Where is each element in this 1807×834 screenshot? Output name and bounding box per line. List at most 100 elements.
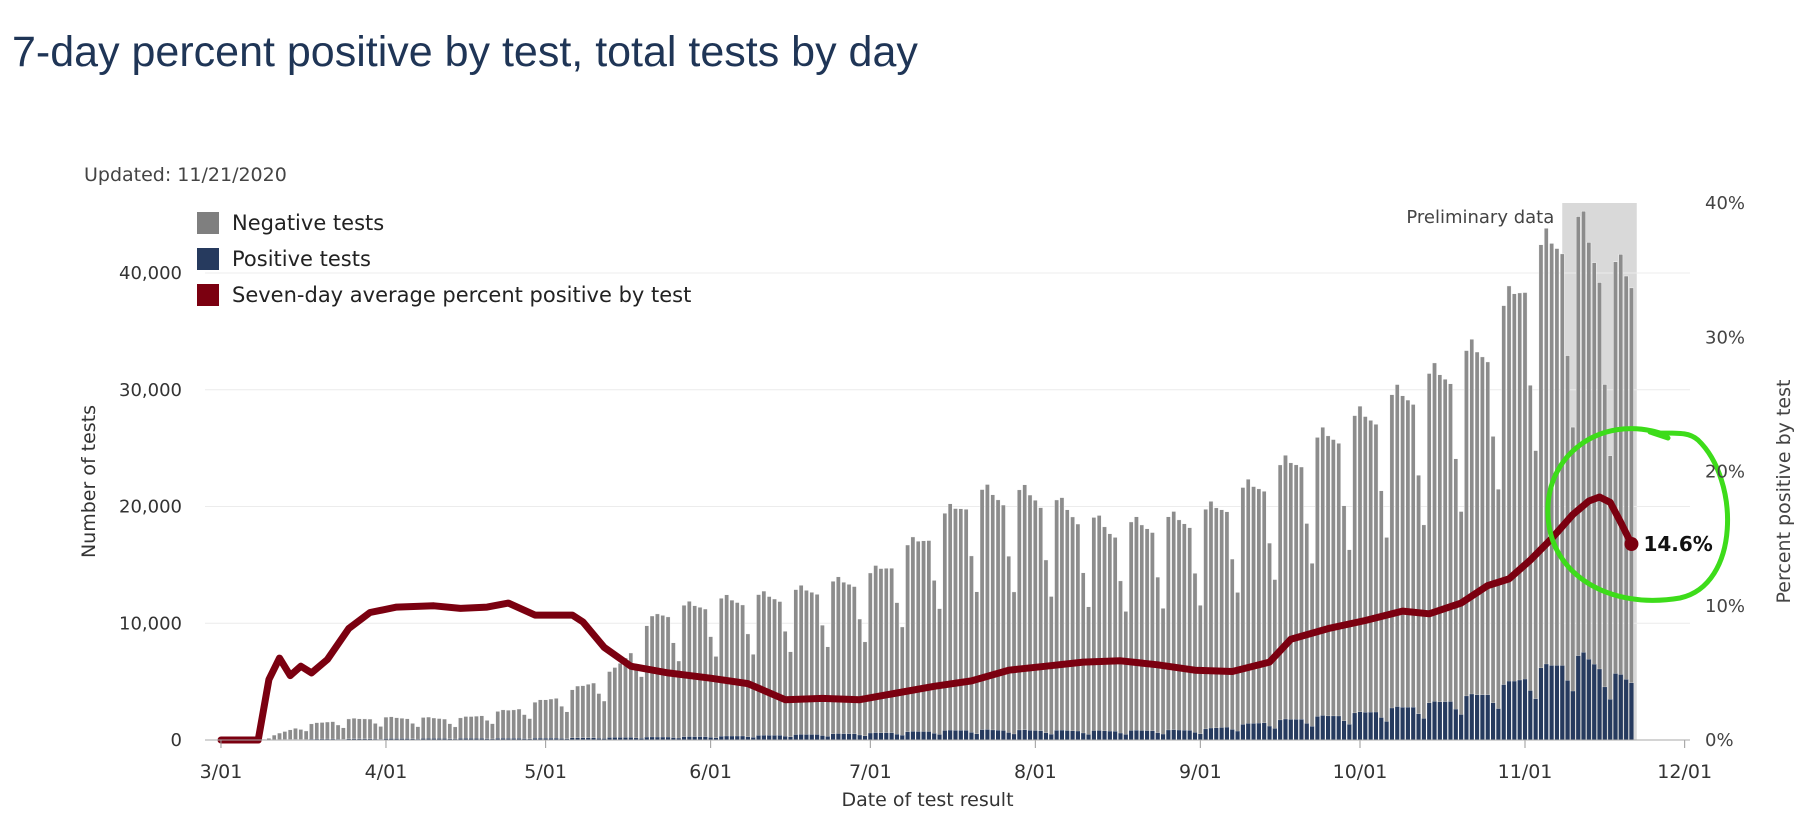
positive-bar: [607, 737, 612, 740]
negative-bar: [692, 605, 697, 738]
positive-bar: [543, 738, 548, 740]
positive-bar: [1288, 719, 1293, 740]
negative-bar: [1240, 487, 1246, 725]
negative-bar: [985, 484, 990, 730]
positive-bar: [1373, 712, 1379, 740]
positive-bar: [596, 738, 601, 740]
negative-bar: [559, 705, 564, 739]
negative-bar: [1235, 592, 1240, 732]
positive-bar: [1411, 707, 1416, 740]
negative-bar: [1341, 505, 1347, 722]
positive-bar: [841, 733, 846, 740]
positive-bar: [980, 729, 985, 740]
negative-bar: [761, 590, 767, 736]
positive-bar: [1267, 726, 1272, 740]
positive-bar: [1027, 730, 1033, 740]
positive-bar: [990, 730, 995, 740]
positive-bar: [1421, 718, 1426, 740]
positive-bar: [1283, 719, 1288, 740]
negative-bar: [580, 685, 586, 739]
legend-label-line: Seven-day average percent positive by te…: [232, 283, 692, 307]
positive-bar: [1033, 730, 1038, 740]
negative-bar: [969, 555, 974, 733]
positive-bar: [421, 738, 426, 740]
negative-bar: [1623, 275, 1629, 680]
positive-bar: [1416, 713, 1421, 740]
preliminary-label: Preliminary data: [1406, 207, 1554, 228]
negative-bar: [1150, 532, 1155, 732]
negative-bar: [1570, 426, 1576, 692]
negative-bar: [649, 615, 655, 738]
negative-bar: [601, 700, 607, 739]
negative-bar: [910, 536, 916, 732]
positive-bar: [1554, 665, 1560, 740]
positive-bar: [1395, 706, 1400, 740]
positive-bar: [751, 737, 756, 740]
negative-bar: [1288, 462, 1294, 720]
negative-bar: [926, 540, 932, 732]
positive-bar: [511, 738, 516, 740]
positive-bar: [431, 738, 436, 740]
positive-bar: [1448, 701, 1453, 740]
negative-bar: [772, 598, 777, 736]
positive-bar: [1549, 665, 1554, 740]
positive-bar: [1256, 723, 1261, 740]
positive-bar: [1160, 734, 1166, 740]
y2-tick-label: 30%: [1705, 327, 1745, 348]
negative-bar: [293, 728, 298, 740]
positive-bar: [932, 733, 937, 740]
negative-bar: [1554, 248, 1560, 666]
positive-bar: [969, 732, 974, 740]
y2-tick-label: 10%: [1705, 596, 1745, 617]
negative-bar: [841, 581, 846, 735]
legend-item-positive[interactable]: Positive tests: [197, 241, 691, 277]
negative-bar: [1123, 611, 1129, 735]
positive-bar: [857, 735, 862, 740]
negative-bar: [373, 723, 378, 740]
negative-bar: [1102, 526, 1107, 732]
positive-bar: [362, 738, 367, 740]
positive-bar: [958, 730, 963, 740]
negative-bar: [309, 723, 314, 740]
positive-bar: [602, 738, 607, 740]
negative-bar: [1379, 490, 1384, 718]
negative-bar: [873, 565, 878, 734]
negative-bar: [458, 717, 463, 739]
positive-bar: [1469, 694, 1474, 740]
positive-bar: [1363, 712, 1368, 740]
positive-bar: [1219, 727, 1224, 740]
positive-bar: [1597, 669, 1602, 740]
legend-item-negative[interactable]: Negative tests: [197, 205, 691, 241]
negative-bar: [740, 604, 745, 737]
positive-bar: [495, 738, 500, 740]
negative-bar: [660, 615, 666, 738]
x-tick-label: 3/01: [200, 761, 243, 783]
negative-bar: [554, 698, 559, 739]
positive-bar: [1427, 702, 1432, 740]
positive-bar: [1176, 730, 1182, 740]
negative-bar: [564, 711, 570, 740]
negative-bar: [884, 568, 889, 734]
positive-bar: [1586, 659, 1591, 740]
negative-bar: [271, 734, 277, 740]
negative-bar: [1112, 537, 1118, 732]
negative-bar: [734, 602, 740, 737]
positive-bar: [1081, 733, 1086, 740]
negative-bar: [1432, 362, 1437, 702]
negative-bar: [527, 718, 532, 740]
positive-bar: [623, 737, 628, 740]
negative-bar: [1496, 488, 1501, 709]
negative-bar: [1027, 494, 1033, 731]
negative-bar: [410, 723, 415, 740]
negative-bar: [1277, 464, 1283, 721]
positive-bar: [1357, 711, 1363, 740]
positive-bar: [1602, 687, 1607, 740]
negative-bar: [1331, 439, 1336, 717]
positive-bar: [1214, 727, 1219, 740]
negative-bar: [1363, 416, 1368, 713]
legend-item-line[interactable]: Seven-day average percent positive by te…: [197, 277, 691, 313]
annotation-circle: [1545, 426, 1731, 603]
legend-swatch-line: [197, 284, 219, 306]
positive-bar: [1049, 734, 1054, 740]
